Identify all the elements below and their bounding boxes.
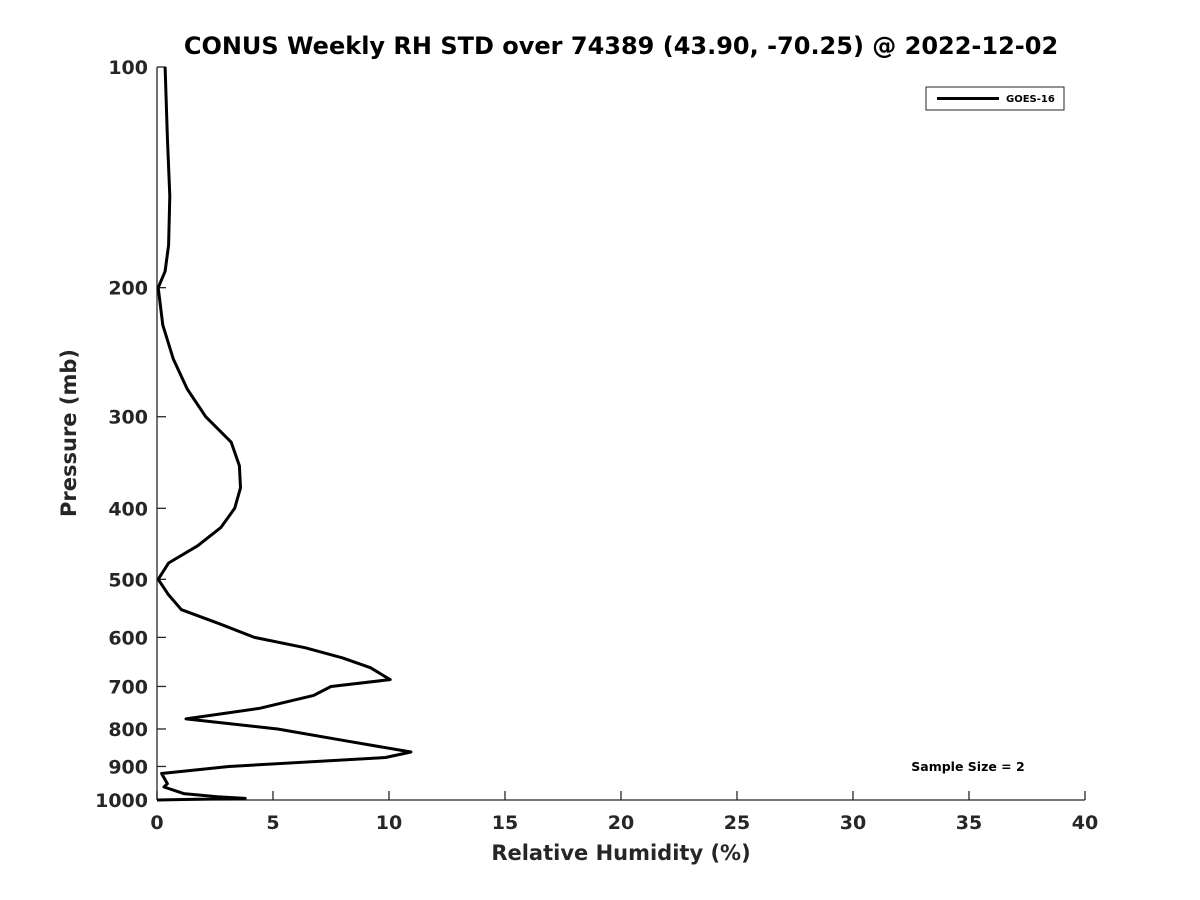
x-axis-ticks: 0 5 10 15 20 25 30 35 40 xyxy=(150,791,1098,834)
sample-size-annotation: Sample Size = 2 xyxy=(911,759,1024,774)
y-tick-label: 700 xyxy=(108,676,148,698)
chart-title: CONUS Weekly RH STD over 74389 (43.90, -… xyxy=(184,32,1058,60)
x-tick-label: 35 xyxy=(956,812,982,834)
y-axis-label: Pressure (mb) xyxy=(57,349,81,517)
y-tick-label: 100 xyxy=(108,57,148,79)
x-tick-label: 10 xyxy=(376,812,402,834)
x-axis-label: Relative Humidity (%) xyxy=(491,841,750,865)
y-tick-label: 500 xyxy=(108,569,148,591)
y-tick-label: 800 xyxy=(108,719,148,741)
y-tick-label: 600 xyxy=(108,627,148,649)
x-tick-label: 0 xyxy=(150,812,163,834)
y-tick-label: 300 xyxy=(108,407,148,429)
y-tick-label: 1000 xyxy=(95,790,148,812)
legend-label-goes-16: GOES-16 xyxy=(1006,94,1055,105)
x-tick-label: 5 xyxy=(266,812,279,834)
x-tick-label: 40 xyxy=(1072,812,1098,834)
goes-16-rh-std-line xyxy=(156,66,413,802)
legend: GOES-16 xyxy=(925,86,1065,111)
y-tick-label: 200 xyxy=(108,278,148,300)
y-tick-label: 400 xyxy=(108,498,148,520)
x-tick-label: 25 xyxy=(724,812,750,834)
y-axis-ticks: 100 200 300 400 500 600 700 800 900 1000 xyxy=(95,57,166,812)
y-tick-label: 900 xyxy=(108,756,148,778)
x-tick-label: 20 xyxy=(608,812,634,834)
x-tick-label: 30 xyxy=(840,812,866,834)
x-tick-label: 15 xyxy=(492,812,518,834)
